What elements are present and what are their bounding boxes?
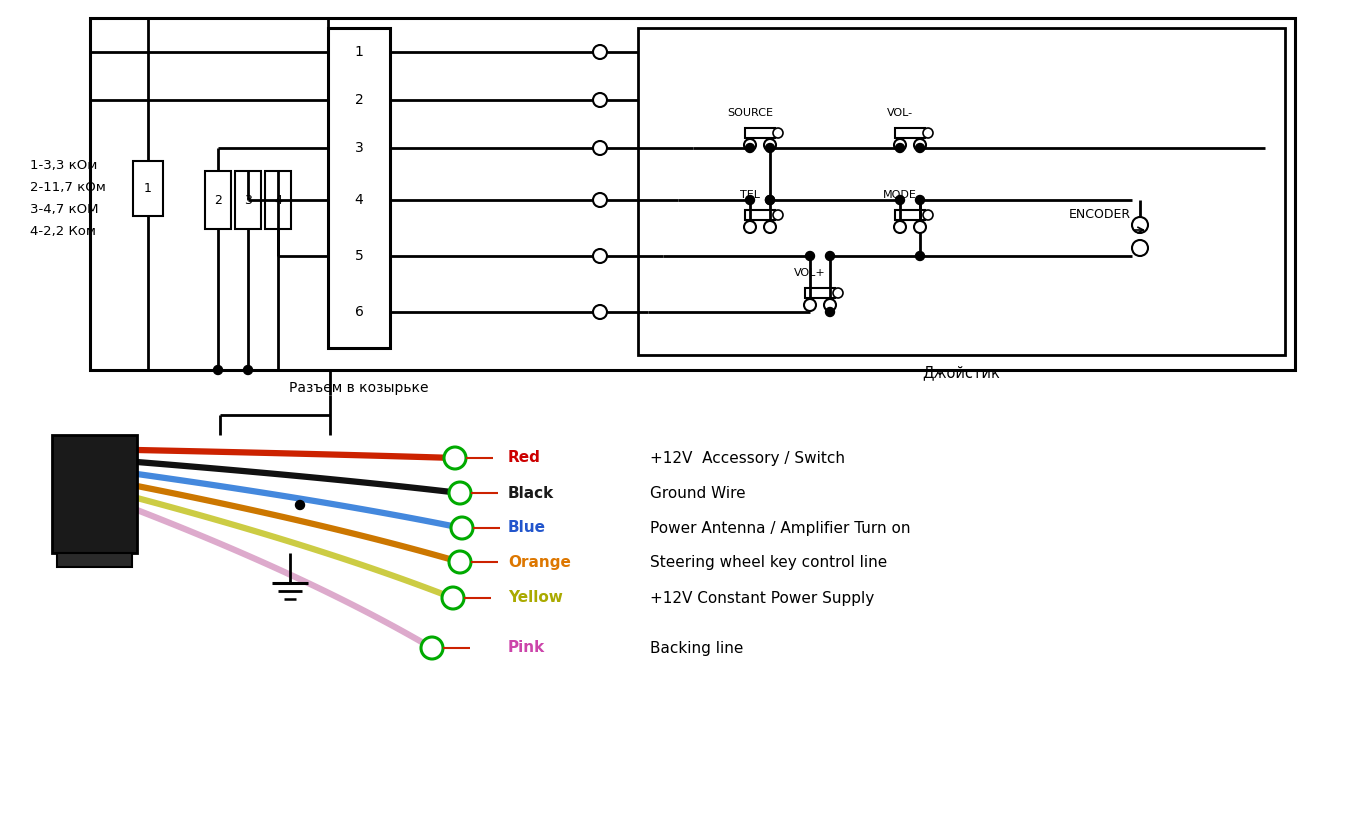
Circle shape xyxy=(449,482,471,504)
Bar xyxy=(745,128,775,138)
Bar xyxy=(329,28,391,348)
Text: MODE: MODE xyxy=(884,190,917,200)
Bar xyxy=(205,171,230,229)
Text: +12V Constant Power Supply: +12V Constant Power Supply xyxy=(651,591,874,606)
Bar xyxy=(90,18,1294,370)
Bar xyxy=(133,161,163,215)
Text: Red: Red xyxy=(508,450,541,465)
Circle shape xyxy=(896,144,904,153)
Circle shape xyxy=(449,551,471,573)
Circle shape xyxy=(745,144,754,153)
Bar xyxy=(806,288,835,298)
Bar xyxy=(894,128,925,138)
Circle shape xyxy=(214,365,222,375)
Circle shape xyxy=(593,305,607,319)
Circle shape xyxy=(806,252,815,261)
Circle shape xyxy=(832,288,843,298)
Circle shape xyxy=(916,252,924,261)
Bar xyxy=(234,171,261,229)
Text: 5: 5 xyxy=(354,249,364,263)
Text: Power Antenna / Amplifier Turn on: Power Antenna / Amplifier Turn on xyxy=(651,521,911,535)
Text: Backing line: Backing line xyxy=(651,640,744,656)
Circle shape xyxy=(422,637,443,659)
Text: 1: 1 xyxy=(144,182,152,195)
Circle shape xyxy=(916,196,924,205)
Circle shape xyxy=(824,299,836,311)
Circle shape xyxy=(915,139,925,151)
Circle shape xyxy=(295,501,304,510)
Text: 4: 4 xyxy=(354,193,364,207)
Circle shape xyxy=(744,221,756,233)
Circle shape xyxy=(765,144,775,153)
Circle shape xyxy=(451,517,473,539)
Bar xyxy=(57,553,132,567)
Bar xyxy=(638,28,1285,355)
Text: +12V  Accessory / Switch: +12V Accessory / Switch xyxy=(651,450,845,465)
Circle shape xyxy=(593,141,607,155)
Circle shape xyxy=(916,144,924,153)
Text: 3: 3 xyxy=(244,194,252,206)
Bar xyxy=(894,210,925,220)
Circle shape xyxy=(894,221,907,233)
Circle shape xyxy=(744,139,756,151)
Text: 6: 6 xyxy=(354,305,364,319)
Circle shape xyxy=(826,308,835,317)
Text: ENCODER: ENCODER xyxy=(1070,209,1131,221)
Circle shape xyxy=(593,45,607,59)
Circle shape xyxy=(1131,240,1148,256)
Circle shape xyxy=(896,196,904,205)
Text: 3: 3 xyxy=(354,141,364,155)
Circle shape xyxy=(773,210,783,220)
Bar xyxy=(265,171,291,229)
Circle shape xyxy=(765,196,775,205)
Text: Ground Wire: Ground Wire xyxy=(651,485,746,501)
Circle shape xyxy=(765,196,775,205)
Text: Black: Black xyxy=(508,485,554,501)
Circle shape xyxy=(445,447,466,469)
Text: SOURCE: SOURCE xyxy=(727,108,773,118)
Circle shape xyxy=(244,365,252,375)
Text: 4: 4 xyxy=(273,194,282,206)
Text: 2: 2 xyxy=(354,93,364,107)
Circle shape xyxy=(764,139,776,151)
Circle shape xyxy=(593,249,607,263)
Text: Разъем в козырьке: Разъем в козырьке xyxy=(290,381,428,395)
Circle shape xyxy=(593,93,607,107)
Text: Yellow: Yellow xyxy=(508,591,563,606)
Text: Blue: Blue xyxy=(508,521,546,535)
Text: Orange: Orange xyxy=(508,554,571,569)
Text: 3-4,7 кОМ: 3-4,7 кОМ xyxy=(30,202,98,215)
Text: VOL+: VOL+ xyxy=(795,268,826,278)
Circle shape xyxy=(915,221,925,233)
Circle shape xyxy=(826,252,835,261)
Circle shape xyxy=(1131,217,1148,233)
Text: Steering wheel key control line: Steering wheel key control line xyxy=(651,554,888,569)
Text: Pink: Pink xyxy=(508,640,546,656)
Circle shape xyxy=(442,587,463,609)
Text: 1-3,3 кОм: 1-3,3 кОм xyxy=(30,158,97,172)
Circle shape xyxy=(894,139,907,151)
Text: 2: 2 xyxy=(214,194,222,206)
Circle shape xyxy=(745,196,754,205)
Circle shape xyxy=(593,193,607,207)
Bar xyxy=(53,435,137,553)
Text: 4-2,2 Ком: 4-2,2 Ком xyxy=(30,224,96,238)
Circle shape xyxy=(923,210,933,220)
Circle shape xyxy=(764,221,776,233)
Circle shape xyxy=(923,128,933,138)
Text: 2-11,7 кОм: 2-11,7 кОм xyxy=(30,181,106,194)
Circle shape xyxy=(773,128,783,138)
Circle shape xyxy=(804,299,816,311)
Text: VOL-: VOL- xyxy=(886,108,913,118)
Text: TEL: TEL xyxy=(740,190,760,200)
Bar xyxy=(745,210,775,220)
Text: Джойстик: Джойстик xyxy=(923,365,1001,380)
Text: 1: 1 xyxy=(354,45,364,59)
